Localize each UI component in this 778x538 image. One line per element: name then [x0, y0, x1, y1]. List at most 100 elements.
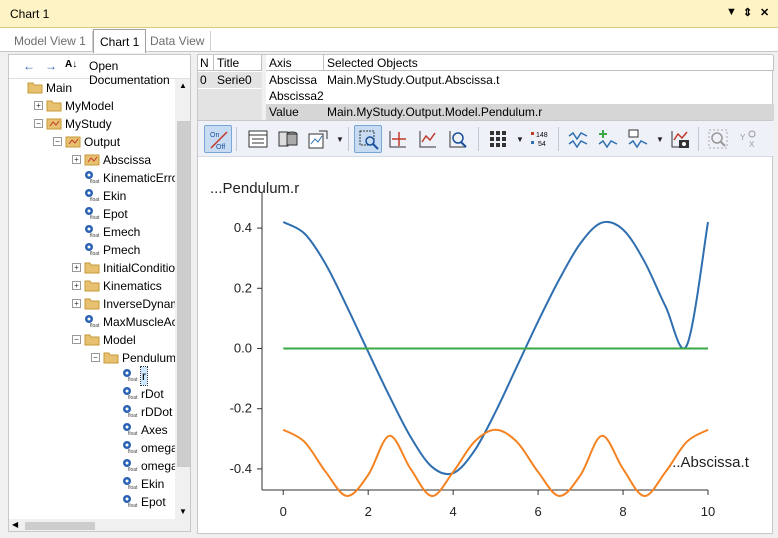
tree-node[interactable]: + MyModel — [34, 97, 175, 115]
tree-node[interactable]: Main — [17, 79, 175, 97]
data-labels-icon[interactable]: 148 54 — [526, 125, 554, 153]
tree-node[interactable]: floatMaxMuscleActivity — [74, 313, 175, 331]
tree-node[interactable]: float Epot — [112, 493, 175, 511]
svg-text:float: float — [90, 323, 100, 328]
window-dropdown-icon[interactable]: ▼ — [726, 6, 737, 18]
axis-row-abscissa-objects[interactable]: Main.MyStudy.Output.Abscissa.t — [327, 73, 500, 87]
series-style-icon[interactable] — [564, 125, 592, 153]
tree-vertical-scroll-thumb[interactable] — [177, 121, 190, 467]
tab-model-view-1[interactable]: Model View 1 — [8, 31, 93, 52]
snapshot-icon[interactable] — [666, 125, 694, 153]
float-value-icon: float — [84, 224, 100, 239]
folder-icon — [103, 350, 119, 364]
tree-node[interactable]: − MyStudy — [34, 115, 175, 133]
svg-text:float: float — [128, 377, 138, 382]
tree-node[interactable]: float Ekin — [112, 475, 175, 493]
axis-row-abscissa[interactable]: Abscissa — [269, 73, 318, 87]
tree-node[interactable]: + Kinematics — [72, 277, 175, 295]
scroll-down-icon[interactable]: ▼ — [179, 507, 187, 516]
tree-node[interactable]: + InverseDynamics — [72, 295, 175, 313]
tree-node[interactable]: float Emech — [74, 223, 175, 241]
properties-icon[interactable] — [244, 125, 272, 153]
zoom-icon[interactable] — [444, 125, 472, 153]
axis-header-objects: Selected Objects — [324, 55, 774, 71]
pan-icon[interactable] — [384, 125, 412, 153]
tree-node[interactable]: float Pmech — [74, 241, 175, 259]
tree-node[interactable]: float Axes — [112, 421, 175, 439]
pendulum-chart[interactable]: ...Pendulum.r ...Abscissa.t 0.4 0.2 0.0 -0.… — [198, 157, 774, 535]
expand-icon[interactable]: + — [72, 299, 81, 308]
pin-icon[interactable]: ⇕ — [743, 7, 753, 19]
tree-node-label: rDot — [141, 387, 164, 401]
svg-text:Off: Off — [216, 144, 225, 151]
tree-node[interactable]: + InitialConditions — [72, 259, 175, 277]
tree-node[interactable]: float r — [112, 366, 175, 386]
collapse-icon[interactable]: − — [72, 335, 81, 344]
x-tick-label: 0 — [280, 504, 287, 519]
svg-text:Y: Y — [740, 133, 746, 142]
export-icon[interactable] — [304, 125, 332, 153]
tree-vertical-scrollbar[interactable]: ▲ ▼ — [175, 79, 190, 519]
series-line-1 — [282, 428, 709, 498]
grid-splitter[interactable] — [262, 55, 266, 121]
tree-node[interactable]: float rDot — [112, 385, 175, 403]
axis-row-abscissa2[interactable]: Abscissa2 — [269, 89, 324, 103]
scroll-left-icon[interactable]: ◀ — [12, 520, 19, 529]
tree-node[interactable]: + Abscissa — [72, 151, 175, 169]
tree-node[interactable]: float Ekin — [74, 187, 175, 205]
on-off-toggle[interactable]: On Off — [204, 125, 232, 153]
tab-chart-1[interactable]: Chart 1 — [93, 29, 147, 53]
export-dropdown-icon[interactable]: ▼ — [336, 135, 344, 144]
series-row-title[interactable]: Serie0 — [214, 72, 262, 88]
zoom-select-icon[interactable] — [354, 125, 382, 153]
series-settings-icon[interactable] — [624, 125, 652, 153]
expand-icon[interactable]: + — [72, 263, 81, 272]
tab-data-view[interactable]: Data View — [144, 31, 212, 52]
axis-row-value[interactable]: Value — [266, 104, 324, 120]
folder-icon — [84, 332, 100, 346]
grid-icon[interactable] — [484, 125, 512, 153]
back-arrow-icon[interactable]: ← — [23, 59, 35, 73]
series-dropdown-icon[interactable]: ▼ — [656, 135, 664, 144]
folder-icon — [27, 80, 43, 94]
zoom-fit-icon[interactable] — [414, 125, 442, 153]
expand-icon[interactable]: + — [72, 155, 81, 164]
axis-row-abscissa2-objects[interactable] — [324, 88, 774, 104]
expand-icon[interactable]: + — [72, 281, 81, 290]
tree-node[interactable]: − Model — [72, 331, 175, 349]
axis-row-value-objects[interactable]: Main.MyStudy.Output.Model.Pendulum.r — [324, 104, 774, 120]
series-row-n[interactable]: 0 — [198, 72, 214, 88]
collapse-icon[interactable]: − — [34, 119, 43, 128]
sort-az-icon[interactable]: A↓ — [65, 59, 78, 70]
tree-node[interactable]: float Epot — [74, 205, 175, 223]
collapse-icon[interactable]: − — [91, 353, 100, 362]
tree-node[interactable]: − Pendulum — [91, 349, 175, 367]
float-value-icon: float — [84, 314, 100, 329]
add-series-icon[interactable] — [594, 125, 622, 153]
grid-dropdown-icon[interactable]: ▼ — [516, 135, 524, 144]
svg-text:float: float — [128, 413, 138, 418]
tree-horizontal-scrollbar[interactable]: ◀ — [9, 519, 190, 531]
scroll-up-icon[interactable]: ▲ — [179, 81, 187, 90]
tree-node[interactable]: float rDDot — [112, 403, 175, 421]
open-documentation-button[interactable]: Open Documentation — [89, 59, 170, 87]
expand-icon[interactable]: + — [34, 101, 43, 110]
zoom-reset-icon[interactable] — [704, 125, 732, 153]
database-icon[interactable] — [274, 125, 302, 153]
tree-node-label: Main — [46, 81, 73, 95]
tree-node[interactable]: − Output — [53, 133, 175, 151]
tree-node-label: Abscissa — [103, 153, 152, 167]
float-value-icon: float — [122, 494, 138, 509]
tree-node[interactable]: floatomegaDot — [112, 457, 175, 475]
forward-arrow-icon[interactable]: → — [45, 59, 57, 73]
close-icon[interactable]: ✕ — [760, 7, 770, 19]
tree-node[interactable]: float KinematicError — [74, 169, 175, 187]
collapse-icon[interactable]: − — [53, 137, 62, 146]
series-line-0 — [282, 220, 709, 476]
tree-node[interactable]: float omega — [112, 439, 175, 457]
tree-horizontal-scroll-thumb[interactable] — [25, 522, 95, 530]
svg-text:float: float — [128, 485, 138, 490]
series-list-empty — [198, 89, 262, 121]
